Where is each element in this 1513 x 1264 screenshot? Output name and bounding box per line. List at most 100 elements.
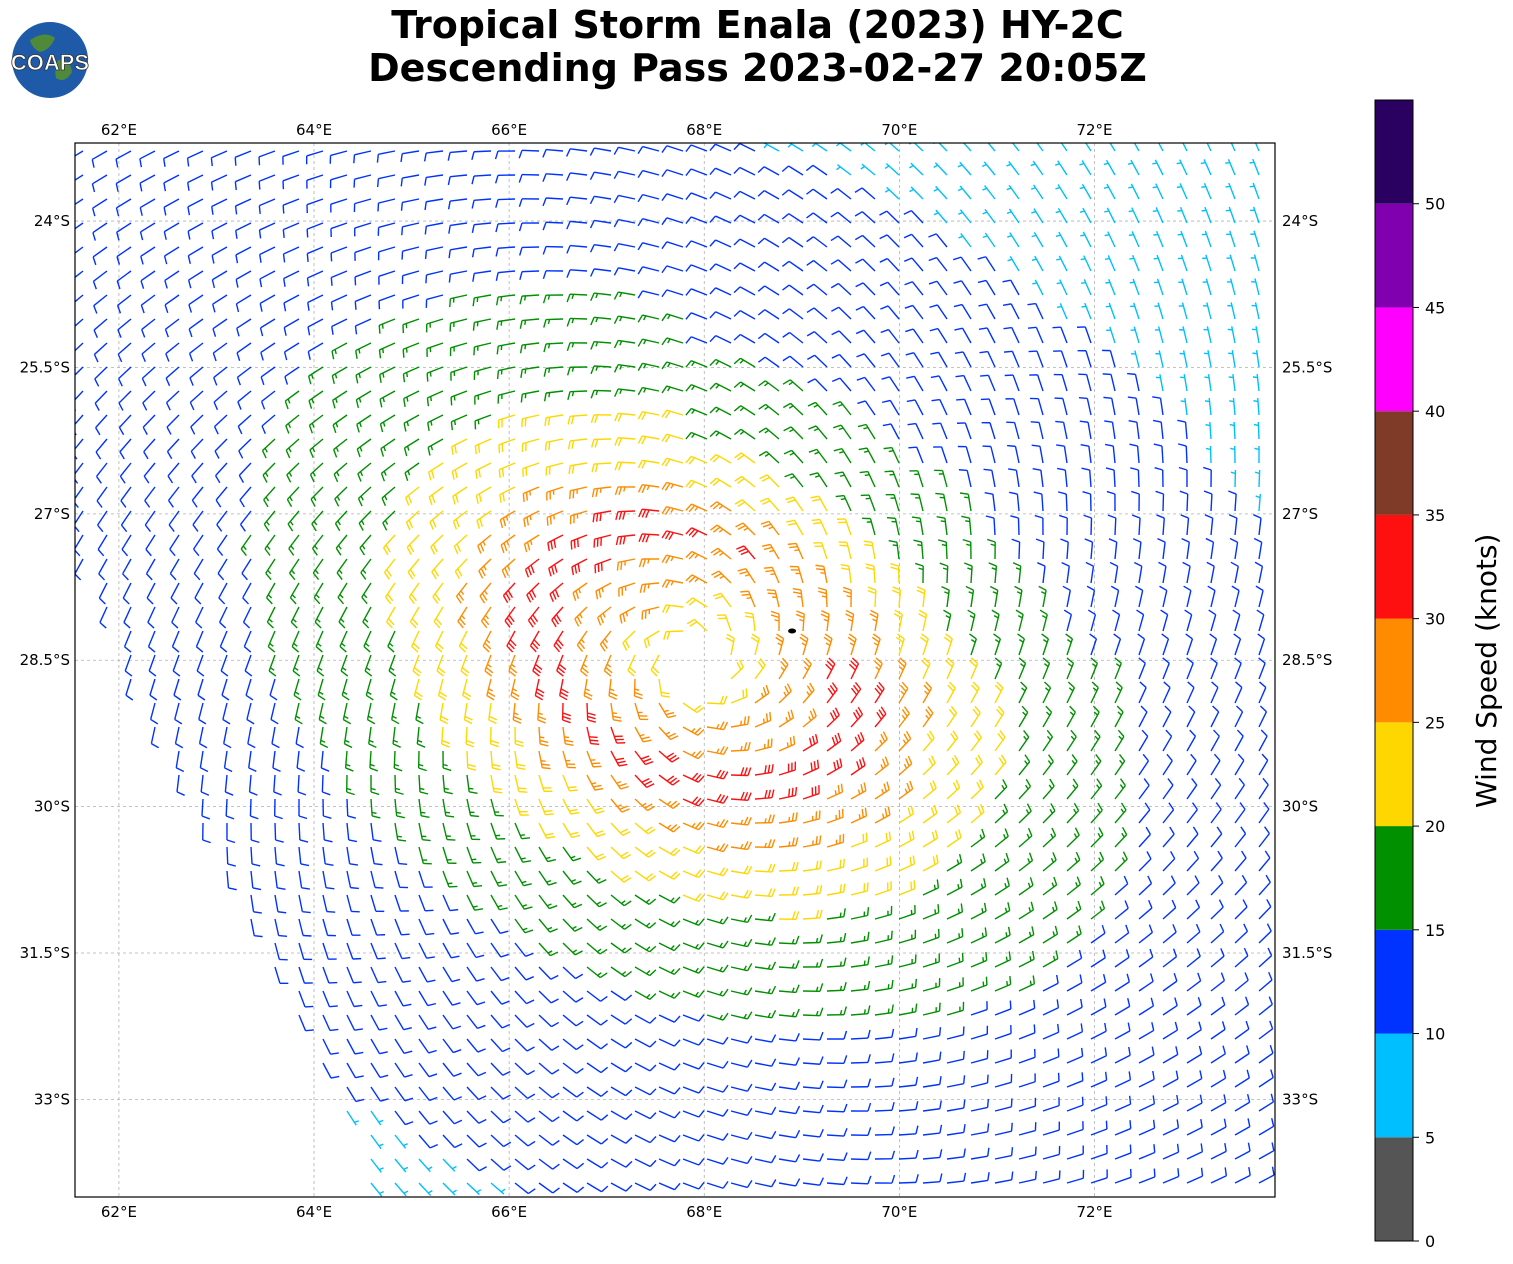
wind-barb [219,630,228,653]
wind-barb [240,534,252,556]
wind-barb [802,682,815,704]
wind-barb [258,222,276,239]
wind-barb [1186,705,1196,728]
wind-barb [1156,514,1165,536]
wind-barb [92,246,108,266]
wind-barb [994,1073,1013,1088]
wind-barb [922,928,940,944]
wind-barb [1138,948,1154,968]
wind-barb [786,519,804,536]
wind-barb [522,462,540,477]
wind-barb [380,462,396,482]
wind-barb [298,1014,314,1032]
wind-barb [283,270,300,287]
wind-barb [1029,397,1044,416]
wind-barb [1186,875,1200,896]
wind-barb [1129,254,1140,272]
wind-barb [336,558,348,580]
wind-barb [1210,657,1218,680]
wind-barb [1114,705,1124,728]
wind-barb [424,246,444,259]
wind-barb [508,654,518,677]
right-lat-tick-3: 28.5°S [1282,651,1332,669]
wind-barb [874,806,891,824]
wind-barb [316,654,325,677]
wind-barb [490,1134,512,1148]
wind-barb [898,706,910,728]
wind-barb [706,843,729,853]
wind-barb [754,1155,777,1164]
wind-barb [1090,827,1104,848]
wind-barb [730,1011,753,1020]
wind-barb [522,486,540,502]
wind-barb [514,798,529,816]
wind-barb [490,1062,511,1076]
wind-barb [418,846,432,865]
wind-barb [211,222,228,240]
wind-barb [476,510,492,529]
wind-barb [1007,256,1020,272]
wind-barb [498,462,516,479]
wind-barb [1066,657,1075,680]
wind-barb [885,493,900,512]
wind-barb [785,496,804,512]
wind-barb [426,342,444,357]
wind-barb [658,1038,681,1047]
left-lat-tick-6: 33°S [34,1090,70,1108]
wind-barb [778,657,789,680]
wind-barb [589,195,612,205]
wind-barb [634,966,657,977]
wind-barb [147,630,156,653]
wind-barb [661,361,684,370]
wind-barb [778,812,798,824]
wind-barb [1127,372,1140,392]
wind-barb [1234,802,1246,824]
wind-barb [1042,1023,1060,1040]
wind-barb [1063,609,1073,632]
wind-barb [909,162,924,176]
wind-barb [610,942,632,954]
wind-barb [754,658,766,680]
wind-barb [260,366,276,386]
wind-barb [490,966,510,982]
top-lon-tick-5: 72°E [1076,121,1112,139]
bottom-lon-tick-4: 70°E [881,1203,917,1221]
wind-barb [1225,206,1236,224]
wind-barb [353,150,372,164]
wind-barb [922,904,940,920]
wind-barb [981,161,996,176]
wind-barb [171,606,180,629]
wind-barb [236,342,252,361]
right-lat-tick-0: 24°S [1282,212,1318,230]
wind-barb [826,808,844,824]
wind-barb [346,1038,364,1055]
wind-barb [905,328,924,344]
wind-barb [658,942,681,952]
wind-barb [733,238,756,248]
wind-barb [490,1038,511,1053]
wind-barb [1029,374,1044,392]
wind-barb [613,243,636,252]
wind-barb [412,654,422,677]
wind-barb [490,798,504,817]
wind-barb [442,1038,462,1054]
wind-barb [994,754,1007,776]
wind-barb [826,682,838,704]
wind-barb [1090,1022,1107,1040]
wind-barb [1032,467,1044,488]
wind-barb [1114,924,1130,944]
wind-barb [235,246,252,264]
wind-barb [879,257,900,272]
wind-barb [198,726,208,749]
wind-barb [402,342,420,358]
wind-barb [658,1086,681,1095]
wind-barb [884,163,900,176]
wind-barb [298,870,310,890]
wind-barb [1234,681,1243,704]
wind-barb [187,270,204,289]
wind-barb [466,942,485,959]
wind-barb [913,539,924,560]
wind-barb [658,726,679,741]
wind-barb [1258,802,1270,824]
wind-barb [354,294,372,310]
